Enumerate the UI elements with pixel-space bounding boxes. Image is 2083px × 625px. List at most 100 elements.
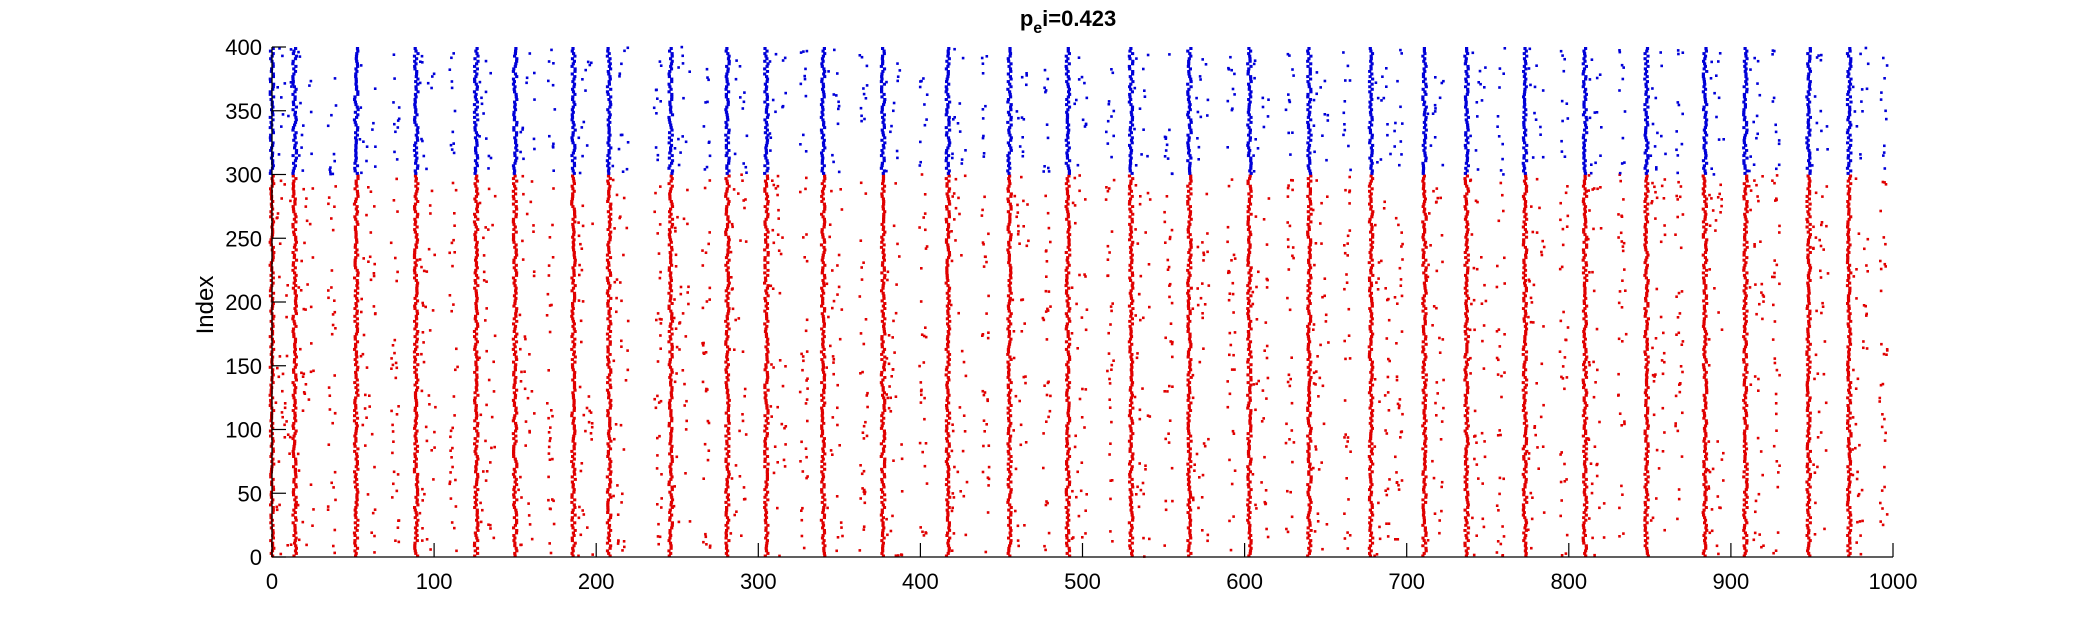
spike (669, 207, 673, 211)
spike (724, 434, 728, 438)
spike (766, 350, 770, 354)
spike (1248, 511, 1252, 514)
spike (353, 434, 357, 438)
spike (1008, 503, 1012, 507)
spike (1067, 240, 1071, 244)
spike (294, 531, 298, 535)
spike (1130, 302, 1134, 305)
spike (353, 358, 357, 361)
spike (413, 358, 418, 361)
spike (742, 486, 746, 489)
spike (1585, 506, 1589, 509)
spike (474, 268, 478, 272)
spike (272, 409, 276, 412)
spike (269, 472, 273, 476)
spike (473, 398, 477, 402)
spike (354, 465, 358, 469)
spike (882, 248, 886, 252)
spike (1422, 192, 1426, 196)
spike (1249, 426, 1253, 430)
spike (608, 235, 612, 239)
spike (1248, 202, 1253, 206)
spike (1704, 467, 1709, 471)
spike (418, 511, 422, 515)
spike (520, 496, 523, 499)
spike (1065, 217, 1069, 221)
spike (726, 373, 731, 377)
spike (572, 189, 576, 193)
spike (1131, 516, 1135, 520)
spike (1465, 434, 1469, 438)
spike (725, 317, 729, 321)
spike (607, 391, 611, 395)
spike (353, 508, 357, 512)
spike (821, 365, 825, 369)
spike (881, 411, 885, 415)
spike (1309, 314, 1313, 318)
spike (1189, 217, 1193, 221)
spike (1067, 401, 1071, 405)
spike (1375, 553, 1379, 556)
spike (1592, 395, 1596, 399)
spike (766, 490, 770, 494)
spike (475, 518, 479, 522)
spike (1592, 289, 1596, 293)
spike (669, 381, 673, 385)
spike (1424, 355, 1428, 359)
spike (291, 261, 296, 265)
spike (1023, 322, 1026, 325)
spike (1435, 187, 1439, 190)
spike (1584, 495, 1588, 499)
spike (1248, 500, 1252, 504)
spike (1646, 304, 1650, 308)
spike (620, 299, 623, 303)
spike (473, 495, 477, 499)
spike (1582, 424, 1586, 428)
spike (1148, 198, 1152, 201)
burst-0-3 (412, 174, 437, 558)
spike (1436, 196, 1440, 200)
spike (1477, 477, 1480, 480)
spike (580, 247, 584, 250)
spike (1248, 551, 1252, 555)
spike (1465, 184, 1469, 188)
spike (607, 261, 611, 265)
spike (433, 253, 436, 257)
spike (1189, 401, 1193, 405)
spike (1703, 449, 1707, 453)
spike (1465, 439, 1470, 443)
spike (1378, 525, 1381, 529)
spike (356, 523, 360, 527)
spike (1007, 253, 1011, 257)
spike (822, 383, 827, 387)
spike (1308, 414, 1312, 418)
spike (1066, 396, 1070, 400)
spike (1583, 455, 1587, 458)
spike (1128, 480, 1132, 484)
spike (573, 506, 577, 509)
spike (609, 370, 613, 374)
spike (581, 204, 585, 208)
spike (291, 194, 295, 198)
spike (765, 404, 769, 407)
spike (946, 488, 950, 492)
spike (1385, 522, 1388, 525)
spike (584, 429, 587, 433)
spike (591, 553, 594, 556)
spike (606, 299, 610, 303)
spike (1065, 192, 1070, 196)
spike (1463, 544, 1467, 548)
spike (355, 279, 359, 282)
spike (1646, 212, 1650, 216)
spike (1644, 296, 1648, 300)
spike (1186, 355, 1190, 359)
spike (1702, 462, 1706, 466)
spike (1247, 197, 1252, 201)
spike (269, 345, 273, 349)
spike (1587, 189, 1590, 192)
spike (606, 200, 610, 203)
spike (1019, 443, 1023, 447)
spike (947, 444, 951, 448)
spike (415, 534, 419, 537)
spike (1129, 256, 1133, 260)
